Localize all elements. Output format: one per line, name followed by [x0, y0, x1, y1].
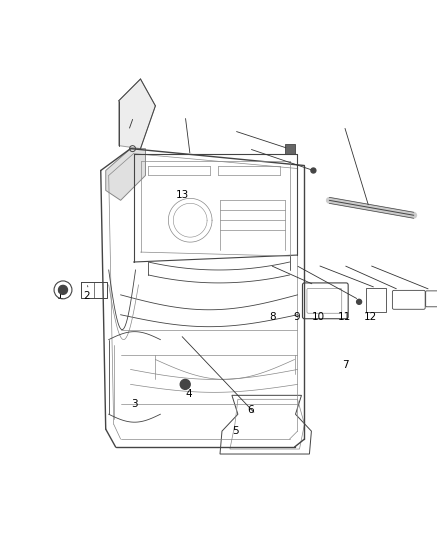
Circle shape: [180, 379, 190, 389]
Text: 9: 9: [293, 312, 300, 322]
Circle shape: [357, 300, 362, 304]
Text: 6: 6: [247, 405, 254, 415]
Bar: [285, 144, 294, 154]
Text: 5: 5: [232, 426, 238, 436]
Text: 13: 13: [175, 190, 189, 200]
Text: 12: 12: [364, 312, 377, 322]
Text: 3: 3: [131, 399, 138, 409]
Text: 2: 2: [83, 290, 89, 301]
Text: 8: 8: [269, 312, 276, 322]
Circle shape: [311, 168, 316, 173]
Polygon shape: [106, 149, 145, 200]
Circle shape: [59, 285, 67, 294]
Polygon shape: [119, 79, 155, 149]
Text: 4: 4: [185, 389, 192, 399]
Text: 7: 7: [342, 360, 349, 369]
Text: 1: 1: [57, 290, 64, 301]
Text: 10: 10: [312, 312, 325, 322]
Text: 11: 11: [338, 312, 351, 322]
